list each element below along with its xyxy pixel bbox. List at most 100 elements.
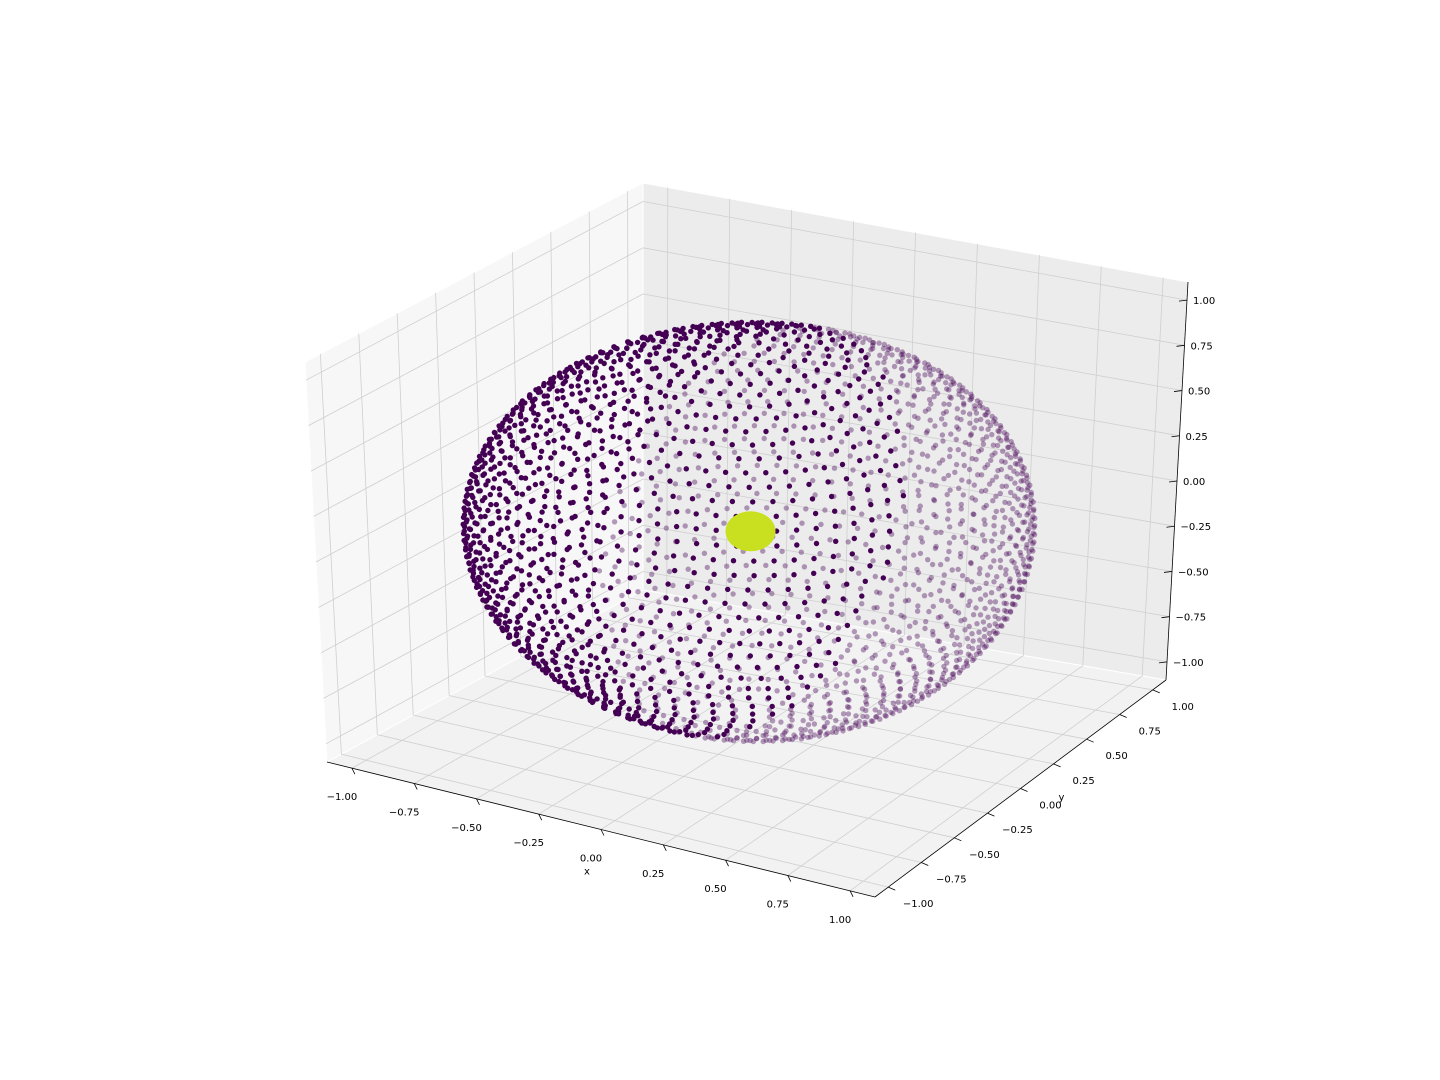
sphere-point [780,354,786,361]
sphere-point [627,575,633,581]
sphere-point [507,480,513,486]
sphere-point [695,731,701,738]
sphere-point [845,711,852,717]
sphere-point [765,604,772,610]
sphere-point [812,510,819,517]
sphere-point [1028,501,1034,507]
sphere-point [666,639,673,645]
sphere-point [898,637,904,644]
sphere-point [639,471,645,477]
sphere-point [973,651,980,657]
sphere-point [612,564,618,570]
sphere-point [569,367,575,373]
sphere-point [711,571,717,577]
sphere-point [663,441,669,447]
sphere-point [828,451,835,457]
sphere-point [1012,451,1018,457]
sphere-point [1027,504,1033,511]
sphere-point [894,671,901,678]
sphere-point [844,581,850,587]
sphere-point [1005,444,1011,450]
sphere-point [754,490,760,497]
sphere-point [656,344,662,350]
sphere-point [811,732,818,738]
sphere-point [648,676,654,682]
sphere-point [537,517,543,524]
sphere-point [563,401,569,408]
sphere-point [905,422,912,428]
sphere-point [801,388,807,395]
sphere-point [993,474,999,480]
sphere-point [617,371,623,377]
sphere-point [849,495,855,501]
sphere-point [636,377,642,383]
sphere-point [611,643,617,649]
sphere-point [898,351,904,358]
sphere-point [848,427,854,433]
sphere-point [473,549,479,555]
sphere-point [817,728,824,735]
x-tick-mark [662,844,667,852]
sphere-point [956,485,962,491]
sphere-point [635,353,641,359]
sphere-point [1012,542,1019,548]
sphere-point [539,509,545,515]
sphere-point [926,608,932,615]
sphere-point [729,643,736,649]
sphere-point [991,514,998,521]
sphere-point [502,620,508,626]
sphere-point [631,574,638,581]
sphere-point [843,689,850,695]
sphere-point [870,375,876,381]
sphere-point [943,621,949,627]
sphere-point [750,499,756,505]
sphere-point [623,606,630,613]
sphere-point [822,608,828,615]
sphere-point [743,470,749,476]
sphere-point [565,529,571,535]
sphere-point [1020,477,1026,484]
sphere-point [615,659,621,665]
sphere-point [630,370,636,377]
sphere-point [842,717,849,723]
sphere-point [746,676,752,682]
sphere-point [1024,512,1030,518]
sphere-point [514,591,520,598]
sphere-point [925,361,931,368]
sphere-point [940,580,946,586]
sphere-point [743,328,750,334]
sphere-point [801,351,807,358]
axes: −1.00−0.75−0.50−0.250.000.250.500.751.00… [327,281,1215,926]
sphere-point [545,551,551,558]
sphere-point [993,493,999,499]
sphere-point [1028,489,1034,496]
sphere-point [872,528,878,534]
sphere-point [637,654,644,660]
sphere-point [1011,493,1018,499]
sphere-point [497,612,504,618]
sphere-point [959,534,966,540]
sphere-point [1000,524,1007,530]
sphere-point [577,604,583,610]
sphere-point [907,367,913,374]
sphere-point [966,643,972,650]
sphere-point [984,406,990,413]
sphere-point [805,722,812,728]
sphere-point [496,423,502,429]
sphere-point [939,457,946,463]
sphere-point [466,507,472,513]
sphere-point [616,482,622,489]
sphere-point [479,464,485,470]
sphere-point [812,464,819,470]
sphere-point [491,464,498,470]
sphere-point [602,597,609,603]
sphere-point [821,715,827,721]
sphere-point [1010,593,1016,599]
sphere-point [838,439,845,445]
sphere-point [766,484,773,490]
sphere-point [962,616,968,623]
sphere-point [781,618,788,624]
sphere-point [500,420,506,426]
sphere-point [600,478,606,484]
sphere-point [1027,538,1034,544]
